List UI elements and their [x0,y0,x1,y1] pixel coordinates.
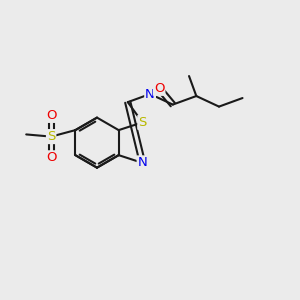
Text: O: O [46,151,56,164]
Text: O: O [46,109,56,122]
Text: N: N [145,88,155,100]
Text: N: N [138,156,147,170]
Text: S: S [138,116,147,129]
Text: S: S [47,130,55,143]
Text: H: H [152,81,161,91]
Text: O: O [154,82,164,95]
